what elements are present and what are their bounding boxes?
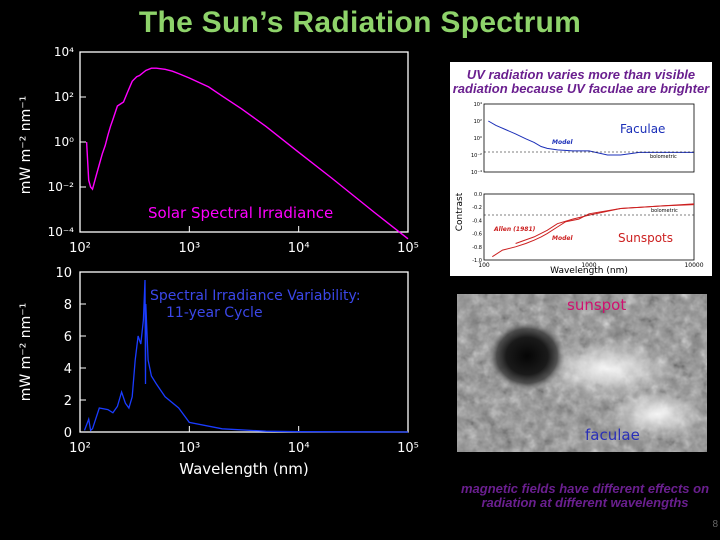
irradiance-axes: 10² 10³ 10⁴ 10⁵ 10⁻⁴ 10⁻² 10⁰ 10² 10⁴ — [48, 45, 419, 256]
variability-ytick-label: 10 — [55, 266, 72, 281]
sunspot-ytick-label: -1.0 — [472, 258, 482, 264]
irradiance-ytick-label: 10⁻⁴ — [48, 225, 75, 239]
variability-xtick-label: 10² — [69, 441, 91, 456]
variability-ylabel: mW m⁻² nm⁻¹ — [18, 303, 34, 402]
irradiance-xtick-label: 10⁵ — [397, 241, 419, 256]
sunspot-plot-frame — [483, 193, 695, 261]
variability-ytick-label: 0 — [64, 426, 72, 441]
variability-plot-frame — [79, 271, 409, 433]
variability-xtick-label: 10⁴ — [288, 441, 310, 456]
magnetogram-graphic: sunspot faculae — [457, 294, 707, 452]
slide-title: The Sun’s Radiation Spectrum — [138, 6, 582, 39]
faculae-plot-frame — [483, 103, 695, 173]
sunspot-model-label: Model — [552, 235, 573, 242]
sunspot-ytick-label: -0.6 — [472, 232, 482, 238]
faculae-ytick-label: 10² — [474, 119, 482, 125]
contrast-panel: 10⁻⁴ 10⁻² 10⁰ 10² 10⁴ Faculae Model bolometr… — [450, 62, 712, 276]
sunspot-xtick-label: 10000 — [684, 262, 703, 269]
faculae-region-lower — [607, 389, 707, 439]
faculae-ytick-label: 10⁰ — [474, 136, 482, 142]
faculae-label: Faculae — [620, 122, 665, 136]
faculae-axes: 10⁻⁴ 10⁻² 10⁰ 10² 10⁴ — [471, 102, 482, 176]
irradiance-title: Solar Spectral Irradiance — [148, 204, 333, 222]
caption-magnetic-fields: magnetic fields have different effects o… — [460, 481, 710, 510]
faculae-ytick-label: 10⁴ — [474, 102, 482, 108]
sunspot-ytick-label: 0.0 — [474, 192, 482, 198]
faculae-photo-label: faculae — [585, 426, 640, 444]
variability-ytick-label: 8 — [64, 298, 72, 313]
irradiance-ylabel: mW m⁻² nm⁻¹ — [18, 96, 34, 195]
irradiance-xtick-label: 10² — [69, 241, 91, 256]
irradiance-ytick-label: 10⁻² — [48, 180, 75, 194]
variability-series-line — [83, 279, 409, 433]
faculae-bolometric-label: bolometric — [650, 154, 677, 160]
faculae-model-label: Model — [552, 139, 573, 146]
variability-ytick-label: 6 — [64, 330, 72, 345]
variability-title-line2: 11-year Cycle — [166, 305, 263, 321]
variability-xtick-label: 10⁵ — [397, 441, 419, 456]
faculae-ytick-label: 10⁻² — [471, 153, 482, 159]
irradiance-ytick-label: 10⁰ — [54, 135, 74, 149]
sunspot-ytick-label: -0.4 — [472, 218, 482, 224]
magnetogram-image: sunspot faculae — [457, 294, 707, 452]
faculae-ytick-label: 10⁻⁴ — [471, 170, 482, 176]
faculae-region — [537, 339, 677, 399]
sunspot-region — [489, 322, 565, 390]
sunspot-ytick-label: -0.8 — [472, 245, 482, 251]
variability-axes: 10² 10³ 10⁴ 10⁵ 0 2 4 6 8 10 — [55, 266, 418, 456]
caption-uv-variability: UV radiation varies more than visible ra… — [452, 67, 710, 96]
irradiance-xtick-label: 10³ — [178, 241, 200, 256]
irradiance-series-line — [85, 67, 409, 240]
contrast-ylabel: Contrast — [455, 192, 465, 231]
contrast-charts: 10⁻⁴ 10⁻² 10⁰ 10² 10⁴ Faculae Model bolometr… — [455, 102, 704, 276]
sunspot-xtick-label: 100 — [478, 262, 490, 269]
variability-title-line1: Spectral Irradiance Variability: — [150, 288, 361, 304]
variability-xlabel: Wavelength (nm) — [179, 460, 309, 478]
irradiance-ytick-label: 10⁴ — [54, 45, 74, 59]
irradiance-ytick-label: 10² — [54, 90, 74, 104]
irradiance-xtick-label: 10⁴ — [288, 241, 310, 256]
sunspot-model-line — [515, 204, 695, 244]
faculae-series-line — [488, 120, 694, 156]
sunspot-photo-label: sunspot — [567, 296, 626, 314]
sunspot-allen-label: Allen (1981) — [493, 226, 536, 233]
sunspot-label: Sunspots — [618, 231, 673, 245]
sunspot-bolometric-label: bolometric — [651, 208, 678, 214]
variability-ytick-label: 2 — [64, 394, 72, 409]
page-number: 8 — [712, 519, 718, 530]
sunspot-ytick-label: -0.2 — [472, 205, 482, 211]
contrast-xlabel: Wavelength (nm) — [550, 266, 628, 276]
variability-ytick-label: 4 — [64, 362, 72, 377]
sunspot-xtick-label: 1000 — [581, 262, 596, 269]
variability-xtick-label: 10³ — [178, 441, 200, 456]
